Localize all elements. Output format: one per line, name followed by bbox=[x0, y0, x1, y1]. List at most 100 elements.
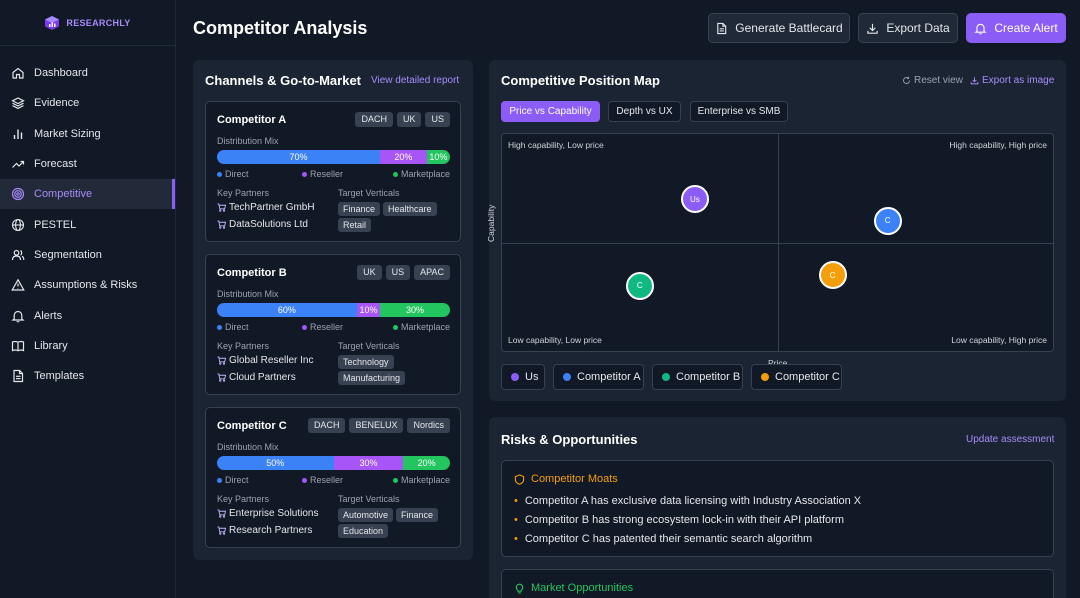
sidebar-item-segmentation[interactable]: Segmentation bbox=[0, 240, 175, 270]
sidebar-item-market-sizing[interactable]: Market Sizing bbox=[0, 119, 175, 149]
tab-price-vs-capability[interactable]: Price vs Capability bbox=[501, 101, 600, 122]
vertical-tag: Retail bbox=[338, 218, 372, 232]
sidebar-item-label: Forecast bbox=[34, 158, 77, 171]
legend-label: Reseller bbox=[310, 322, 344, 332]
sidebar-item-pestel[interactable]: PESTEL bbox=[0, 209, 175, 239]
sidebar-item-forecast[interactable]: Forecast bbox=[0, 149, 175, 179]
region-tag: US bbox=[385, 265, 411, 280]
legend-dot bbox=[392, 324, 398, 330]
competitor-card[interactable]: Competitor B UK US APAC Distribution Mix 60% 1… bbox=[205, 254, 461, 395]
map-point-competitor-c[interactable]: C bbox=[818, 261, 847, 290]
distribution-mix-bar: 60% 10% 30% bbox=[217, 303, 450, 317]
sidebar-item-alerts[interactable]: Alerts bbox=[0, 300, 175, 330]
mix-segment-marketplace: 30% bbox=[380, 303, 450, 317]
position-map-chart[interactable]: High capability, Low price High capabili… bbox=[501, 133, 1054, 352]
view-detailed-report-link[interactable]: View detailed report bbox=[371, 75, 460, 86]
horizontal-divider bbox=[502, 243, 1053, 244]
reset-view-button[interactable]: Reset view bbox=[902, 75, 963, 86]
target-verticals-label: Target Verticals bbox=[338, 188, 400, 198]
partner-item: Cloud Partners bbox=[217, 372, 296, 383]
legend-dot bbox=[302, 477, 307, 483]
competitor-moats-panel: Competitor Moats • Competitor A has exclu… bbox=[501, 460, 1054, 557]
moat-text: Competitor A has exclusive data licensin… bbox=[524, 495, 862, 507]
generate-battlecard-button[interactable]: Generate Battlecard bbox=[708, 13, 850, 43]
mix-segment-marketplace: 20% bbox=[403, 456, 450, 470]
channels-title: Channels & Go-to-Market bbox=[205, 73, 362, 88]
distribution-mix-label: Distribution Mix bbox=[217, 136, 279, 146]
sidebar-item-templates[interactable]: Templates bbox=[0, 361, 175, 391]
legend-label: Competitor B bbox=[676, 371, 741, 383]
moat-item: • Competitor C has patented their semanti… bbox=[514, 533, 812, 545]
sidebar-item-label: Assumptions & Risks bbox=[34, 279, 138, 292]
region-tags: UK US APAC bbox=[357, 265, 450, 280]
key-partners-label: Key Partners bbox=[217, 494, 270, 504]
competitor-moats-label: Competitor Moats bbox=[531, 473, 618, 485]
competitor-card[interactable]: Competitor A DACH UK US Distribution Mix 70% 2… bbox=[205, 101, 461, 242]
vertical-divider bbox=[778, 134, 779, 351]
region-tag: Nordics bbox=[407, 418, 450, 433]
legend-competitor-a[interactable]: Competitor A bbox=[553, 364, 644, 390]
region-tag: UK bbox=[357, 265, 382, 280]
region-tag: DACH bbox=[307, 418, 346, 433]
sidebar-item-label: Market Sizing bbox=[34, 127, 101, 140]
key-partners-label: Key Partners bbox=[217, 341, 270, 351]
shield-icon bbox=[514, 473, 525, 485]
legend-swatch bbox=[761, 373, 769, 381]
sidebar-nav: Dashboard Evidence Market Sizing Forecas… bbox=[0, 46, 175, 391]
sidebar-item-label: PESTEL bbox=[34, 218, 77, 231]
export-image-button[interactable]: Export as image bbox=[970, 75, 1054, 86]
mix-legend: Direct Reseller Marketplace bbox=[217, 169, 450, 181]
create-alert-label: Create Alert bbox=[994, 21, 1058, 35]
quadrant-label-bottom-left: Low capability, Low price bbox=[508, 335, 602, 345]
region-tag: BENELUX bbox=[349, 418, 404, 433]
moat-text: Competitor C has patented their semantic… bbox=[524, 533, 813, 545]
legend-swatch bbox=[511, 373, 519, 381]
create-alert-button[interactable]: Create Alert bbox=[966, 13, 1066, 43]
reset-view-label: Reset view bbox=[914, 75, 963, 86]
map-point-competitor-b[interactable]: C bbox=[625, 271, 654, 300]
distribution-mix-bar: 50% 30% 20% bbox=[217, 456, 450, 470]
sidebar-item-evidence[interactable]: Evidence bbox=[0, 88, 175, 118]
mix-segment-reseller: 30% bbox=[333, 456, 404, 470]
brand[interactable]: RESEARCHLY bbox=[0, 0, 175, 46]
target-icon bbox=[11, 188, 25, 201]
sidebar-item-library[interactable]: Library bbox=[0, 331, 175, 361]
legend-direct: Direct bbox=[217, 475, 249, 485]
map-point-us[interactable]: Us bbox=[680, 185, 709, 214]
sidebar-item-label: Alerts bbox=[34, 309, 63, 322]
legend-label: Competitor A bbox=[577, 371, 641, 383]
sidebar-item-dashboard[interactable]: Dashboard bbox=[0, 58, 175, 88]
export-data-button[interactable]: Export Data bbox=[858, 13, 958, 43]
legend-label: Reseller bbox=[310, 475, 344, 485]
sidebar-item-competitive[interactable]: Competitive bbox=[0, 179, 175, 210]
sidebar-item-assumptions-risks[interactable]: Assumptions & Risks bbox=[0, 270, 175, 300]
vertical-tag: Healthcare bbox=[383, 202, 437, 216]
export-image-label: Export as image bbox=[982, 75, 1055, 86]
partner-item: Enterprise Solutions bbox=[217, 508, 319, 519]
tab-enterprise-vs-smb[interactable]: Enterprise vs SMB bbox=[690, 101, 788, 122]
sidebar: RESEARCHLY Dashboard Evidence Market Siz… bbox=[0, 0, 176, 598]
legend-competitor-c[interactable]: Competitor C bbox=[751, 364, 842, 390]
quadrant-label-top-right: High capability, High price bbox=[949, 140, 1047, 150]
market-opportunities-label: Market Opportunities bbox=[531, 582, 634, 594]
brand-name: RESEARCHLY bbox=[66, 17, 131, 28]
map-point-competitor-a[interactable]: C bbox=[873, 206, 902, 235]
cart-icon bbox=[217, 356, 226, 365]
target-verticals-label: Target Verticals bbox=[338, 494, 400, 504]
legend-label: Marketplace bbox=[400, 322, 450, 332]
legend-us[interactable]: Us bbox=[501, 364, 545, 390]
mix-legend: Direct Reseller Marketplace bbox=[217, 475, 450, 487]
vertical-tag: Finance bbox=[338, 202, 381, 216]
competitor-card[interactable]: Competitor C DACH BENELUX Nordics Distributi… bbox=[205, 407, 461, 548]
bullet-dot: • bbox=[514, 514, 518, 526]
update-assessment-link[interactable]: Update assessment bbox=[966, 434, 1055, 445]
mix-segment-marketplace: 10% bbox=[426, 150, 450, 164]
sidebar-item-label: Dashboard bbox=[34, 67, 88, 80]
mix-segment-reseller: 20% bbox=[380, 150, 427, 164]
trend-up-icon bbox=[12, 160, 25, 168]
legend-direct: Direct bbox=[217, 169, 249, 179]
legend-competitor-b[interactable]: Competitor B bbox=[652, 364, 743, 390]
legend-label: Direct bbox=[225, 475, 249, 485]
tab-depth-vs-ux[interactable]: Depth vs UX bbox=[608, 101, 681, 122]
partner-name: TechPartner GmbH bbox=[229, 202, 315, 213]
